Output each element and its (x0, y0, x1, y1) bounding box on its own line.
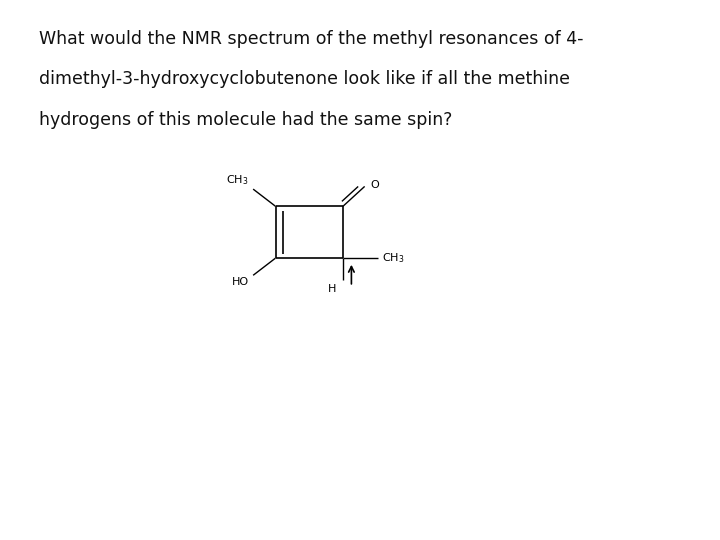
Text: H: H (328, 284, 337, 294)
Text: hydrogens of this molecule had the same spin?: hydrogens of this molecule had the same … (39, 111, 452, 129)
Text: What would the NMR spectrum of the methyl resonances of 4-: What would the NMR spectrum of the methy… (39, 30, 583, 48)
Text: CH$_3$: CH$_3$ (382, 251, 404, 265)
Text: CH$_3$: CH$_3$ (226, 173, 249, 187)
Text: dimethyl-3-hydroxycyclobutenone look like if all the methine: dimethyl-3-hydroxycyclobutenone look lik… (39, 70, 570, 88)
Text: HO: HO (232, 277, 249, 287)
Text: O: O (370, 180, 379, 190)
